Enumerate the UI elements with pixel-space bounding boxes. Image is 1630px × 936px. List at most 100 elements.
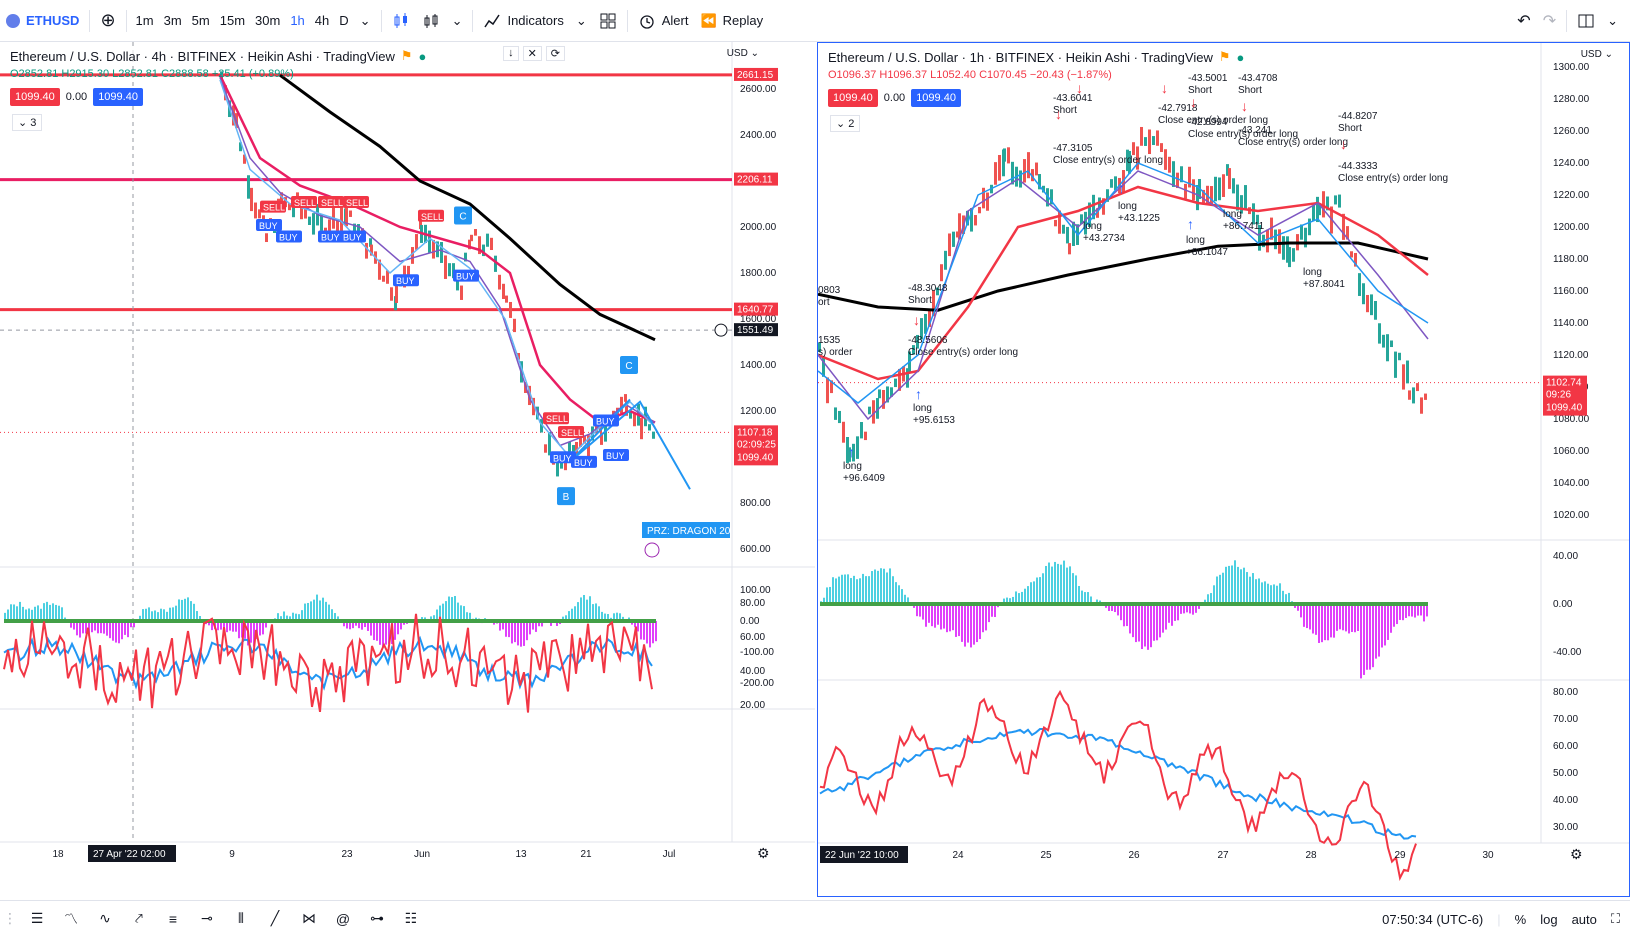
signal-label: SELL — [421, 212, 443, 222]
interval-3m[interactable]: 3m — [163, 13, 182, 28]
buy-price-button[interactable]: 1099.40 — [93, 88, 143, 106]
trend-tool-icon[interactable]: 〽 — [64, 910, 78, 927]
oscillator-bar — [499, 621, 501, 631]
bid-label: 1099.40 — [737, 452, 774, 463]
menu-icon[interactable]: ☰ — [30, 910, 44, 926]
line-tool-icon[interactable]: ╱ — [270, 910, 280, 926]
interval-15m[interactable]: 15m — [219, 13, 246, 28]
annotation-value: -44.3333 — [1338, 161, 1378, 172]
candle — [349, 210, 352, 217]
oscillator-bar — [1111, 604, 1113, 611]
interval-1m[interactable]: 1m — [135, 13, 154, 28]
oscillator-bar — [1288, 592, 1290, 604]
currency-label[interactable]: USD ⌄ — [1580, 49, 1613, 60]
oscillator-bar — [1342, 604, 1344, 631]
oscillator-bar — [640, 621, 642, 640]
clock-label[interactable]: 07:50:34 (UTC-6) — [1382, 911, 1484, 927]
candle — [640, 418, 643, 440]
fib-tool-icon[interactable]: ≡ — [168, 910, 178, 927]
fullscreen-icon[interactable]: ⛶ — [1610, 911, 1620, 926]
scroll-down-icon[interactable]: ↓ — [503, 46, 519, 61]
candle — [1266, 229, 1269, 253]
replay-button[interactable]: ⏪ Replay — [694, 6, 769, 36]
annotation-label: Close entry(s) order long — [1188, 129, 1298, 140]
signal-label: BUY — [396, 276, 415, 286]
spiral-tool-icon[interactable]: @ — [335, 910, 351, 927]
price-tick-label: 1200.00 — [1553, 222, 1590, 233]
indicators-button[interactable]: Indicators — [477, 6, 569, 36]
log-toggle[interactable]: log — [1540, 911, 1558, 927]
oscillator-bar — [148, 607, 150, 621]
interval-5m[interactable]: 5m — [191, 13, 210, 28]
interval-30m[interactable]: 30m — [255, 13, 281, 28]
sell-price-button[interactable]: 1099.40 — [828, 89, 878, 107]
sell-price-button[interactable]: 1099.40 — [10, 88, 60, 106]
buy-signal — [393, 274, 419, 287]
close-pane-icon[interactable]: ✕ — [522, 46, 542, 61]
symbol-search[interactable]: ETHUSD — [0, 6, 85, 36]
annotation-value: -43.4708 — [1238, 73, 1278, 84]
short-arrow-icon: ↓ — [1076, 80, 1083, 96]
xabcd-pattern-icon[interactable]: ⋈ — [302, 910, 316, 926]
rsi-line — [3, 613, 653, 713]
rsi-tick-label: 30.00 — [1553, 822, 1578, 833]
chart-type-bars-button[interactable] — [416, 6, 446, 36]
redo-button[interactable]: ↷ — [1537, 6, 1562, 36]
vertical-bars-icon[interactable]: ⦀ — [237, 910, 245, 926]
oscillator-bar — [967, 604, 969, 643]
chevron-down-icon: ⌄ — [359, 12, 371, 28]
price-tick-label: 1080.00 — [1553, 414, 1590, 425]
chart-pane-left[interactable]: 2600.002400.002200.002000.001800.001600.… — [0, 42, 815, 897]
settings-list-icon[interactable]: ☷ — [404, 910, 418, 926]
oscillator-bar — [1273, 584, 1275, 604]
interval-4h[interactable]: 4h — [314, 13, 330, 28]
candle — [1072, 221, 1075, 246]
oscillator-bar — [1351, 604, 1353, 632]
alert-button[interactable]: Alert — [632, 6, 695, 36]
oscillator-bar — [589, 596, 591, 621]
candle — [1218, 177, 1221, 201]
chart-canvas-right[interactable]: 1300.00 1280.00 1260.00 1240.00 1220.00 1200.… — [818, 43, 1629, 896]
undo-button[interactable]: ↶ — [1511, 6, 1536, 36]
refresh-icon[interactable]: ⟳ — [545, 46, 565, 61]
studies-toggle[interactable]: ⌄ 3 — [12, 114, 43, 131]
currency-label[interactable]: USD ⌄ — [726, 48, 759, 59]
oscillator-bar — [511, 621, 513, 644]
measure-tool-icon[interactable]: ⊶ — [370, 910, 384, 926]
interval-D[interactable]: D — [339, 13, 349, 28]
templates-button[interactable] — [593, 6, 623, 36]
add-symbol-button[interactable]: ⊕ — [94, 6, 121, 36]
path-tool-icon[interactable]: ⤤ — [135, 910, 143, 926]
long-arrow-icon: ↑ — [915, 386, 922, 402]
chart-type-dropdown[interactable]: ⌄ — [446, 6, 469, 36]
oscillator-bar — [1240, 569, 1242, 604]
candle — [633, 412, 636, 427]
ma-mid-line — [219, 77, 656, 447]
short-arrow-icon: ↓ — [1055, 106, 1062, 122]
chart-canvas-left[interactable]: 2600.002400.002200.002000.001800.001600.… — [0, 42, 815, 897]
oscillator-bar — [40, 608, 42, 621]
pattern-tool-icon[interactable]: ∿ — [99, 910, 111, 926]
add-alert-icon[interactable] — [714, 323, 728, 337]
candle — [1011, 161, 1014, 185]
candle — [856, 436, 859, 459]
oscillator-bar — [1117, 604, 1119, 616]
studies-toggle[interactable]: ⌄ 2 — [830, 115, 861, 132]
annotation-value: -43.241 — [1238, 125, 1272, 136]
interval-dropdown[interactable]: ⌄ — [354, 6, 377, 36]
drag-handle-icon[interactable]: ⋮ — [3, 910, 17, 926]
price-tick-label: 1260.00 — [1553, 126, 1590, 137]
indicators-dropdown[interactable]: ⌄ — [570, 6, 593, 36]
horizontal-line-icon[interactable]: ⊸ — [201, 910, 213, 926]
percent-toggle[interactable]: % — [1514, 911, 1527, 927]
layout-dropdown[interactable]: ⌄ — [1601, 6, 1630, 36]
layout-button[interactable] — [1571, 6, 1601, 36]
divider — [380, 9, 382, 32]
chart-type-candles-button[interactable] — [386, 6, 416, 36]
candle — [882, 389, 885, 409]
interval-1h[interactable]: 1h — [290, 13, 305, 28]
chart-pane-right[interactable]: 1300.00 1280.00 1260.00 1240.00 1220.00 1200.… — [817, 42, 1630, 897]
auto-toggle[interactable]: auto — [1571, 911, 1597, 927]
oscillator-bar — [1372, 604, 1374, 668]
buy-price-button[interactable]: 1099.40 — [911, 89, 961, 107]
